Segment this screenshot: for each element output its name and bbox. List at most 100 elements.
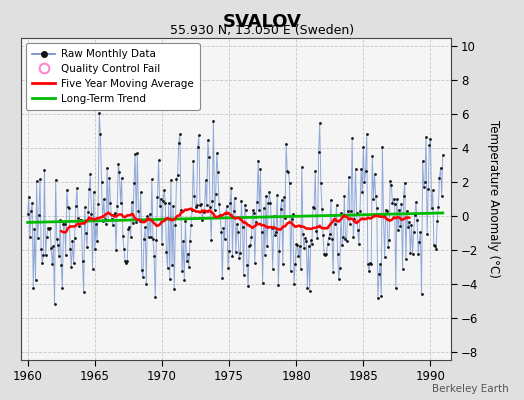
Point <box>202 202 211 208</box>
Point <box>93 238 101 244</box>
Point <box>354 227 362 233</box>
Point <box>345 174 353 180</box>
Point <box>348 135 356 142</box>
Point <box>230 207 238 214</box>
Point <box>256 166 265 172</box>
Point <box>341 236 350 242</box>
Point <box>363 131 371 138</box>
Point <box>376 261 384 267</box>
Point <box>34 234 42 241</box>
Point <box>285 180 293 186</box>
Point <box>297 266 305 273</box>
Point <box>359 144 367 150</box>
Point <box>340 192 348 199</box>
Text: Berkeley Earth: Berkeley Earth <box>432 384 508 394</box>
Point <box>129 220 137 226</box>
Point <box>334 276 343 283</box>
Point <box>115 169 124 176</box>
Point <box>284 169 292 175</box>
Point <box>160 186 168 193</box>
Point <box>94 201 102 207</box>
Point <box>126 233 135 240</box>
Point <box>430 242 438 248</box>
Point <box>215 201 223 207</box>
Point <box>144 234 152 240</box>
Point <box>172 176 181 183</box>
Point <box>368 153 377 160</box>
Point <box>185 238 194 244</box>
Point <box>66 246 74 252</box>
Point <box>241 202 249 208</box>
Point <box>166 276 174 282</box>
Point <box>192 202 201 208</box>
Point <box>234 228 242 235</box>
Point <box>320 251 329 257</box>
Point <box>366 260 374 266</box>
Point <box>365 268 373 274</box>
Point <box>139 273 147 280</box>
Point <box>40 167 49 173</box>
Point <box>134 208 143 214</box>
Point <box>301 235 309 241</box>
Point <box>111 210 119 216</box>
Point <box>49 243 58 250</box>
Point <box>183 250 192 257</box>
Point <box>245 242 254 249</box>
Point <box>399 192 408 199</box>
Point <box>90 188 98 195</box>
Point <box>407 222 416 228</box>
Point <box>110 212 118 218</box>
Point <box>288 216 296 222</box>
Point <box>254 158 263 164</box>
Point <box>278 197 286 203</box>
Point <box>169 202 177 209</box>
Point <box>333 251 342 257</box>
Point <box>35 212 43 218</box>
Point <box>170 286 179 292</box>
Point <box>427 136 435 142</box>
Point <box>351 166 359 172</box>
Point <box>233 221 241 227</box>
Point <box>83 244 91 250</box>
Point <box>422 134 430 140</box>
Point <box>42 234 51 240</box>
Point <box>138 267 146 274</box>
Point <box>313 235 322 241</box>
Point <box>316 180 325 186</box>
Point <box>258 280 267 286</box>
Point <box>147 234 155 240</box>
Point <box>280 194 288 200</box>
Point <box>357 166 365 172</box>
Point <box>214 169 222 176</box>
Point <box>43 225 52 232</box>
Point <box>95 110 103 116</box>
Point <box>85 186 93 192</box>
Point <box>122 260 130 266</box>
Text: SVALOV: SVALOV <box>223 13 301 31</box>
Point <box>143 212 151 219</box>
Point <box>106 200 115 206</box>
Point <box>32 178 41 184</box>
Point <box>45 226 53 232</box>
Point <box>213 150 221 156</box>
Point <box>118 233 127 239</box>
Point <box>159 198 167 204</box>
Point <box>135 218 144 224</box>
Point <box>329 268 337 275</box>
Point <box>163 264 172 271</box>
Point <box>231 195 239 201</box>
Point <box>433 218 441 225</box>
Point <box>131 151 139 157</box>
Point <box>386 178 395 184</box>
Point <box>332 202 341 208</box>
Point <box>304 242 313 249</box>
Point <box>25 194 33 200</box>
Point <box>173 172 182 178</box>
Text: 55.930 N, 13.050 E (Sweden): 55.930 N, 13.050 E (Sweden) <box>170 24 354 37</box>
Point <box>381 206 390 213</box>
Point <box>28 200 36 206</box>
Point <box>107 216 116 223</box>
Point <box>212 191 220 198</box>
Point <box>431 243 439 249</box>
Point <box>227 185 235 191</box>
